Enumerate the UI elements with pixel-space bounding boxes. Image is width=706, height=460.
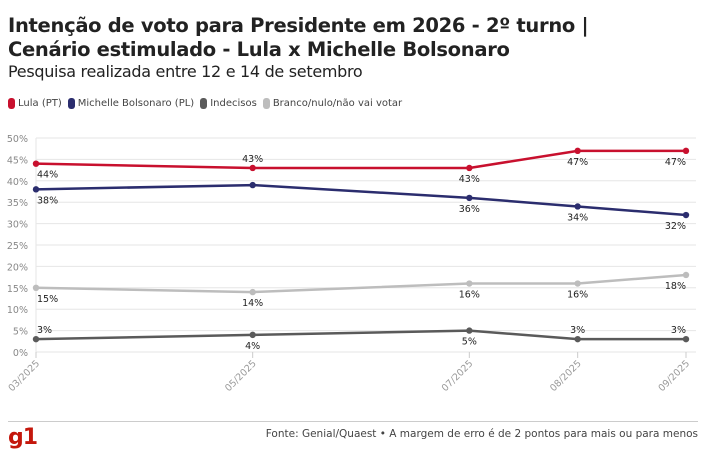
data-point [466,194,473,202]
data-label: 38% [37,195,58,206]
y-tick-label: 50% [7,134,28,145]
x-tick-label: 08/2025 [548,358,584,394]
data-point [32,284,40,291]
y-tick-label: 30% [7,220,28,231]
legend-swatch [8,98,15,109]
data-point [32,160,40,167]
legend-swatch [67,98,75,109]
data-point [466,280,473,287]
data-label: 3% [671,325,686,336]
legend-item[interactable]: Michelle Bolsonaro (PL) [67,98,195,109]
series-line-2 [35,329,686,341]
data-point [682,147,690,155]
data-point [466,164,473,172]
legend-label: Branco/nulo/não vai votar [272,98,403,109]
data-point [466,327,473,334]
x-tick-label: 09/2025 [656,358,692,394]
legend-label: Indecisos [210,98,257,109]
data-point [574,335,581,343]
data-label: 3% [570,325,585,336]
y-tick-label: 40% [7,177,28,188]
data-point [682,211,690,219]
data-point [249,331,256,339]
data-label: 47% [567,157,588,168]
x-tick-label: 07/2025 [440,358,476,394]
chart-title: Intenção de voto para Presidente em 2026… [8,14,706,62]
data-label: 18% [665,281,686,292]
data-point [249,181,256,189]
data-point [249,288,256,296]
data-point [32,335,40,343]
data-point [574,147,581,155]
chart-title-line-1: Intenção de voto para Presidente em 2026… [8,14,589,37]
source-note: Fonte: Genial/Quaest • A margem de erro … [265,428,698,440]
data-label: 47% [665,157,686,168]
legend-label: Michelle Bolsonaro (PL) [77,98,195,109]
series-line-1 [35,183,687,217]
chart-legend: Lula (PT) Michelle Bolsonaro (PL) Indeciso… [8,98,402,109]
data-point [32,186,40,193]
x-tick-label: 03/2025 [6,358,42,394]
data-label: 4% [245,341,260,352]
chart-title-line-2: Cenário estimulado - Lula x Michelle Bol… [8,38,510,61]
legend-swatch [262,98,270,109]
data-label: 15% [37,294,58,305]
data-point [682,271,690,279]
x-tick-label: 05/2025 [223,358,259,394]
data-label: 36% [459,204,480,215]
legend-item[interactable]: Indecisos [200,98,257,109]
y-tick-label: 0% [13,348,28,359]
legend-item[interactable]: Lula (PT) [8,98,62,109]
y-tick-label: 20% [7,262,28,273]
data-label: 3% [37,325,52,336]
series-line-3 [35,273,687,294]
data-point [249,164,256,172]
legend-label: Lula (PT) [18,98,62,109]
data-point [574,280,581,287]
y-tick-label: 5% [13,327,28,338]
data-label: 43% [242,154,263,165]
data-label: 14% [242,298,263,309]
y-tick-label: 15% [7,284,28,295]
line-chart: 0% 5% 10% 15% 20% 25% 30% 35% 40% 45% 50% 03/2025 05… [6,134,696,394]
y-tick-label: 10% [7,305,28,316]
g1-logo: g1 [8,425,38,450]
y-tick-label: 25% [7,241,28,252]
legend-item[interactable]: Branco/nulo/não vai votar [262,98,403,109]
y-tick-label: 45% [7,155,28,166]
data-label: 44% [37,170,58,181]
y-tick-label: 35% [7,198,28,209]
data-label: 16% [567,290,588,301]
footer-divider [8,421,698,422]
chart-subtitle: Pesquisa realizada entre 12 e 14 de sete… [8,62,363,81]
data-label: 43% [459,174,480,185]
data-label: 34% [567,212,588,223]
data-label: 16% [459,290,480,301]
data-point [574,203,581,210]
legend-swatch [200,98,208,109]
data-label: 5% [462,337,477,348]
data-point [682,335,690,343]
data-label: 32% [665,221,686,232]
